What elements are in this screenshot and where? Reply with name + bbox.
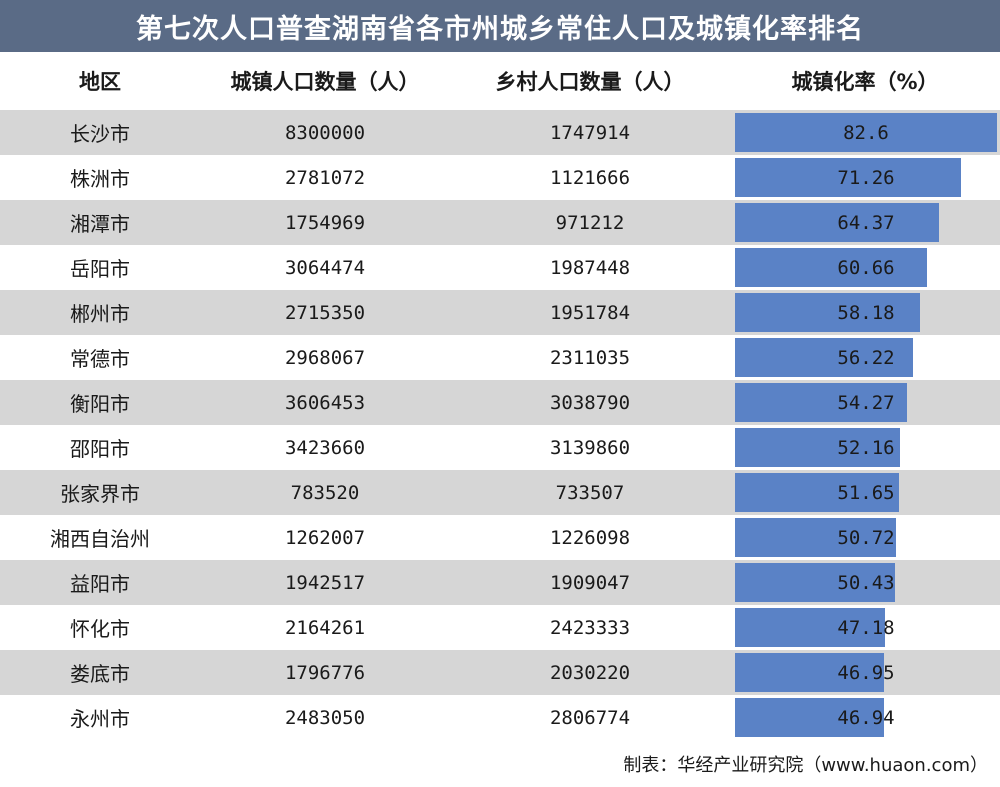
- source-note: 制表：华经产业研究院（www.huaon.com）: [623, 755, 988, 776]
- cell-rural-population: 2311035: [549, 346, 631, 369]
- rate-label: 82.6: [843, 121, 889, 144]
- rate-label: 50.43: [837, 571, 895, 594]
- cell-rural-population: 971212: [555, 211, 625, 234]
- rate-label: 54.27: [837, 391, 895, 414]
- header-urban-population: 城镇人口数量（人）: [230, 70, 420, 94]
- rate-bar: [735, 113, 997, 152]
- rate-bar: [735, 293, 920, 332]
- cell-rural-population: 1909047: [549, 571, 631, 594]
- rate-label: 46.94: [837, 706, 895, 729]
- rate-bar: [735, 338, 914, 377]
- rate-label: 60.66: [837, 256, 895, 279]
- cell-rural-population: 3139860: [549, 436, 631, 459]
- rate-label: 58.18: [837, 301, 895, 324]
- cell-region: 常德市: [70, 347, 130, 371]
- cell-rural-population: 3038790: [549, 391, 631, 414]
- table-row: 岳阳市 3064474 1987448 60.66: [0, 245, 1000, 290]
- rate-bar: [735, 653, 884, 692]
- cell-rural-population: 2030220: [549, 661, 631, 684]
- cell-rural-population: 1747914: [549, 121, 631, 144]
- rate-bar: [735, 383, 908, 422]
- cell-region: 益阳市: [70, 572, 130, 596]
- cell-urban-population: 1262007: [284, 526, 366, 549]
- header-rural-population: 乡村人口数量（人）: [495, 70, 685, 94]
- cell-region: 湘西自治州: [50, 527, 150, 551]
- cell-rural-population: 1951784: [549, 301, 631, 324]
- cell-region: 湘潭市: [70, 212, 130, 236]
- rate-label: 50.72: [837, 526, 895, 549]
- rate-bar: [735, 518, 896, 557]
- cell-region: 怀化市: [70, 617, 130, 641]
- rate-bar: [735, 698, 884, 737]
- cell-urban-population: 1754969: [284, 211, 366, 234]
- rate-label: 51.65: [837, 481, 895, 504]
- table-row: 常德市 2968067 2311035 56.22: [0, 335, 1000, 380]
- rate-label: 52.16: [837, 436, 895, 459]
- rate-bar: [735, 473, 899, 512]
- table-row: 怀化市 2164261 2423333 47.18: [0, 605, 1000, 650]
- table-row: 衡阳市 3606453 3038790 54.27: [0, 380, 1000, 425]
- cell-rural-population: 1226098: [549, 526, 631, 549]
- cell-region: 邵阳市: [70, 437, 130, 461]
- table-row: 湘潭市 1754969 971212 64.37: [0, 200, 1000, 245]
- cell-urban-population: 2781072: [284, 166, 366, 189]
- cell-rural-population: 2806774: [549, 706, 631, 729]
- cell-urban-population: 2164261: [284, 616, 366, 639]
- cell-region: 永州市: [70, 707, 130, 731]
- table-header: 地区 城镇人口数量（人） 乡村人口数量（人） 城镇化率（%）: [0, 52, 1000, 110]
- page-title: 第七次人口普查湖南省各市州城乡常住人口及城镇化率排名: [136, 13, 864, 45]
- rate-bar: [735, 203, 940, 242]
- cell-region: 岳阳市: [70, 257, 130, 281]
- table-row: 张家界市 783520 733507 51.65: [0, 470, 1000, 515]
- rate-bar: [735, 428, 901, 467]
- rate-bar: [735, 563, 895, 602]
- table-row: 永州市 2483050 2806774 46.94: [0, 695, 1000, 740]
- header-urbanization-rate: 城镇化率（%）: [791, 70, 939, 94]
- cell-urban-population: 2968067: [284, 346, 366, 369]
- cell-urban-population: 783520: [290, 481, 360, 504]
- rate-label: 71.26: [837, 166, 895, 189]
- cell-region: 张家界市: [60, 482, 140, 506]
- cell-urban-population: 2483050: [284, 706, 366, 729]
- table-row: 郴州市 2715350 1951784 58.18: [0, 290, 1000, 335]
- header-region: 地区: [79, 70, 121, 94]
- cell-region: 娄底市: [70, 662, 130, 686]
- table-row: 益阳市 1942517 1909047 50.43: [0, 560, 1000, 605]
- cell-region: 株洲市: [70, 167, 130, 191]
- cell-urban-population: 1796776: [284, 661, 366, 684]
- table-row: 湘西自治州 1262007 1226098 50.72: [0, 515, 1000, 560]
- cell-region: 郴州市: [70, 302, 130, 326]
- table-row: 株洲市 2781072 1121666 71.26: [0, 155, 1000, 200]
- cell-urban-population: 3606453: [284, 391, 366, 414]
- table-row: 娄底市 1796776 2030220 46.95: [0, 650, 1000, 695]
- footer: 制表：华经产业研究院（www.huaon.com）: [0, 741, 1000, 787]
- rate-label: 46.95: [837, 661, 895, 684]
- table-row: 长沙市 8300000 1747914 82.6: [0, 110, 1000, 155]
- cell-region: 长沙市: [70, 122, 130, 146]
- cell-urban-population: 3064474: [284, 256, 366, 279]
- rate-bar: [735, 158, 962, 197]
- rate-label: 47.18: [837, 616, 895, 639]
- cell-urban-population: 1942517: [284, 571, 366, 594]
- cell-rural-population: 2423333: [549, 616, 631, 639]
- rate-bar: [735, 248, 928, 287]
- cell-region: 衡阳市: [70, 392, 130, 416]
- cell-rural-population: 1987448: [549, 256, 631, 279]
- rate-label: 64.37: [837, 211, 895, 234]
- rate-label: 56.22: [837, 346, 895, 369]
- cell-urban-population: 3423660: [284, 436, 366, 459]
- cell-rural-population: 1121666: [549, 166, 631, 189]
- title-bar: 第七次人口普查湖南省各市州城乡常住人口及城镇化率排名: [0, 0, 1000, 52]
- cell-rural-population: 733507: [555, 481, 625, 504]
- cell-urban-population: 2715350: [284, 301, 366, 324]
- table-row: 邵阳市 3423660 3139860 52.16: [0, 425, 1000, 470]
- cell-urban-population: 8300000: [284, 121, 366, 144]
- rate-bar: [735, 608, 885, 647]
